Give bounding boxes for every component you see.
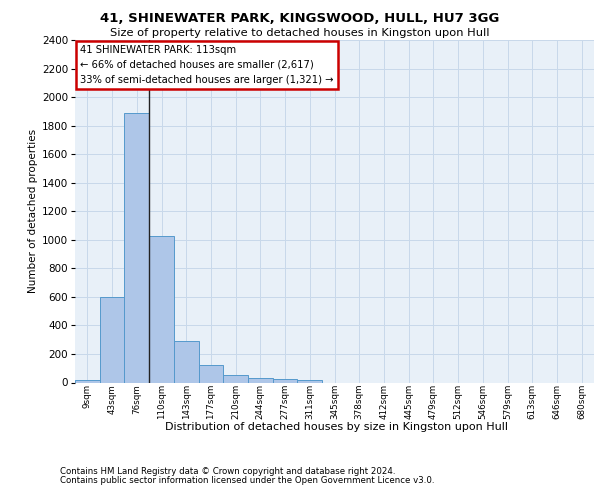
Y-axis label: Number of detached properties: Number of detached properties [28, 129, 38, 294]
Bar [124, 113, 149, 382]
Text: Distribution of detached houses by size in Kingston upon Hull: Distribution of detached houses by size … [164, 422, 508, 432]
Text: Size of property relative to detached houses in Kingston upon Hull: Size of property relative to detached ho… [110, 28, 490, 38]
Bar [75, 380, 100, 382]
Bar [298, 380, 322, 382]
Bar [273, 379, 298, 382]
Bar [223, 376, 248, 382]
Text: 41 SHINEWATER PARK: 113sqm
← 66% of detached houses are smaller (2,617)
33% of s: 41 SHINEWATER PARK: 113sqm ← 66% of deta… [80, 45, 334, 84]
Bar [248, 378, 273, 382]
Bar [174, 341, 199, 382]
Text: 41, SHINEWATER PARK, KINGSWOOD, HULL, HU7 3GG: 41, SHINEWATER PARK, KINGSWOOD, HULL, HU… [100, 12, 500, 26]
Text: Contains public sector information licensed under the Open Government Licence v3: Contains public sector information licen… [60, 476, 434, 485]
Bar [100, 297, 124, 382]
Bar [199, 366, 223, 382]
Text: Contains HM Land Registry data © Crown copyright and database right 2024.: Contains HM Land Registry data © Crown c… [60, 467, 395, 476]
Bar [149, 236, 174, 382]
